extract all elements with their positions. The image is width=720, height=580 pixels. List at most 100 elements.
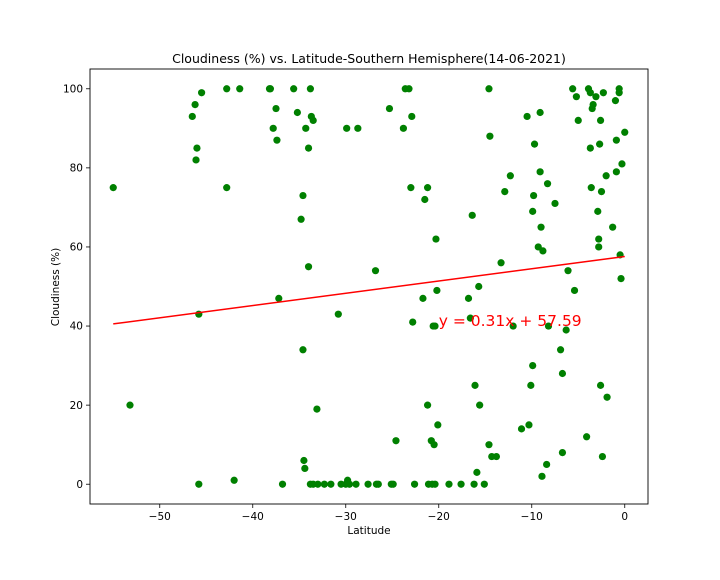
data-point	[419, 294, 427, 302]
data-point	[327, 480, 335, 488]
data-point	[525, 421, 533, 429]
data-point	[486, 132, 494, 140]
data-point	[587, 184, 595, 192]
data-point	[592, 93, 600, 101]
data-point	[480, 480, 488, 488]
regression-line	[113, 255, 625, 325]
data-point	[517, 425, 526, 433]
data-point	[192, 156, 200, 164]
data-point	[302, 124, 310, 132]
data-point	[594, 207, 602, 215]
data-point	[538, 472, 546, 480]
data-point	[543, 460, 551, 469]
plot-area	[109, 85, 629, 488]
data-point	[611, 97, 620, 105]
data-point	[352, 480, 360, 488]
x-tick-label: −40	[242, 511, 264, 523]
data-point	[423, 184, 432, 192]
x-axis-label: Latitude	[347, 525, 390, 537]
data-point	[313, 405, 321, 413]
x-tick-label: −20	[428, 511, 450, 523]
data-point	[236, 85, 244, 93]
data-point	[269, 124, 277, 132]
data-point	[306, 85, 315, 93]
data-point	[618, 160, 626, 168]
data-point	[364, 480, 372, 488]
data-point	[293, 108, 301, 117]
data-point	[570, 286, 579, 295]
data-point	[602, 172, 610, 180]
x-tick-label: 0	[621, 511, 628, 523]
data-point	[230, 476, 238, 484]
data-point	[621, 128, 629, 136]
y-tick-label: 0	[76, 479, 83, 491]
data-point	[405, 85, 413, 93]
data-point	[423, 401, 432, 409]
data-point	[558, 448, 567, 457]
data-point	[537, 223, 545, 231]
data-point	[290, 85, 298, 93]
data-point	[586, 89, 594, 97]
data-point	[354, 124, 362, 132]
data-point	[299, 346, 307, 354]
data-point	[275, 294, 283, 302]
data-point	[569, 85, 577, 93]
data-point	[266, 85, 275, 93]
chart-title: Cloudiness (%) vs. Latitude-Southern Hem…	[172, 51, 566, 66]
data-point	[543, 180, 552, 188]
data-point	[126, 401, 134, 409]
data-point	[598, 452, 607, 461]
data-point	[527, 381, 535, 389]
data-point	[468, 211, 476, 219]
y-tick-label: 60	[70, 242, 83, 254]
data-point	[432, 235, 440, 243]
data-point	[595, 235, 603, 243]
data-point	[297, 215, 305, 223]
data-point	[609, 223, 617, 231]
data-point	[273, 136, 281, 144]
data-point	[551, 199, 559, 208]
data-point	[300, 456, 308, 465]
data-point	[564, 267, 572, 275]
data-point	[485, 441, 493, 449]
y-tick-label: 20	[70, 400, 83, 412]
data-point	[536, 168, 544, 176]
data-point	[501, 187, 509, 196]
data-point	[431, 322, 439, 330]
data-point	[407, 184, 415, 192]
data-point	[320, 480, 328, 488]
data-point	[195, 480, 203, 488]
data-point	[599, 89, 607, 97]
data-point	[485, 85, 493, 93]
data-point	[299, 191, 307, 200]
data-point	[272, 104, 280, 113]
data-point	[603, 393, 611, 401]
data-point	[597, 187, 606, 196]
data-point	[278, 480, 287, 488]
data-point	[457, 480, 465, 488]
data-point	[529, 207, 537, 215]
data-point	[530, 191, 538, 200]
data-point	[589, 100, 597, 109]
data-point	[544, 322, 553, 330]
data-point	[523, 112, 531, 121]
data-point	[558, 369, 567, 378]
data-point	[595, 243, 603, 251]
data-point	[509, 322, 517, 330]
data-point	[309, 116, 317, 125]
data-point	[410, 480, 419, 488]
data-point	[536, 108, 544, 117]
data-point	[612, 136, 620, 144]
data-point	[188, 112, 196, 121]
data-point	[471, 381, 479, 389]
data-point	[473, 468, 481, 476]
data-point	[497, 259, 505, 267]
data-point	[301, 464, 309, 473]
data-point	[399, 124, 408, 132]
data-point	[476, 401, 484, 409]
data-point	[385, 104, 394, 113]
data-point	[466, 314, 474, 322]
x-tick-label: −50	[149, 511, 171, 523]
